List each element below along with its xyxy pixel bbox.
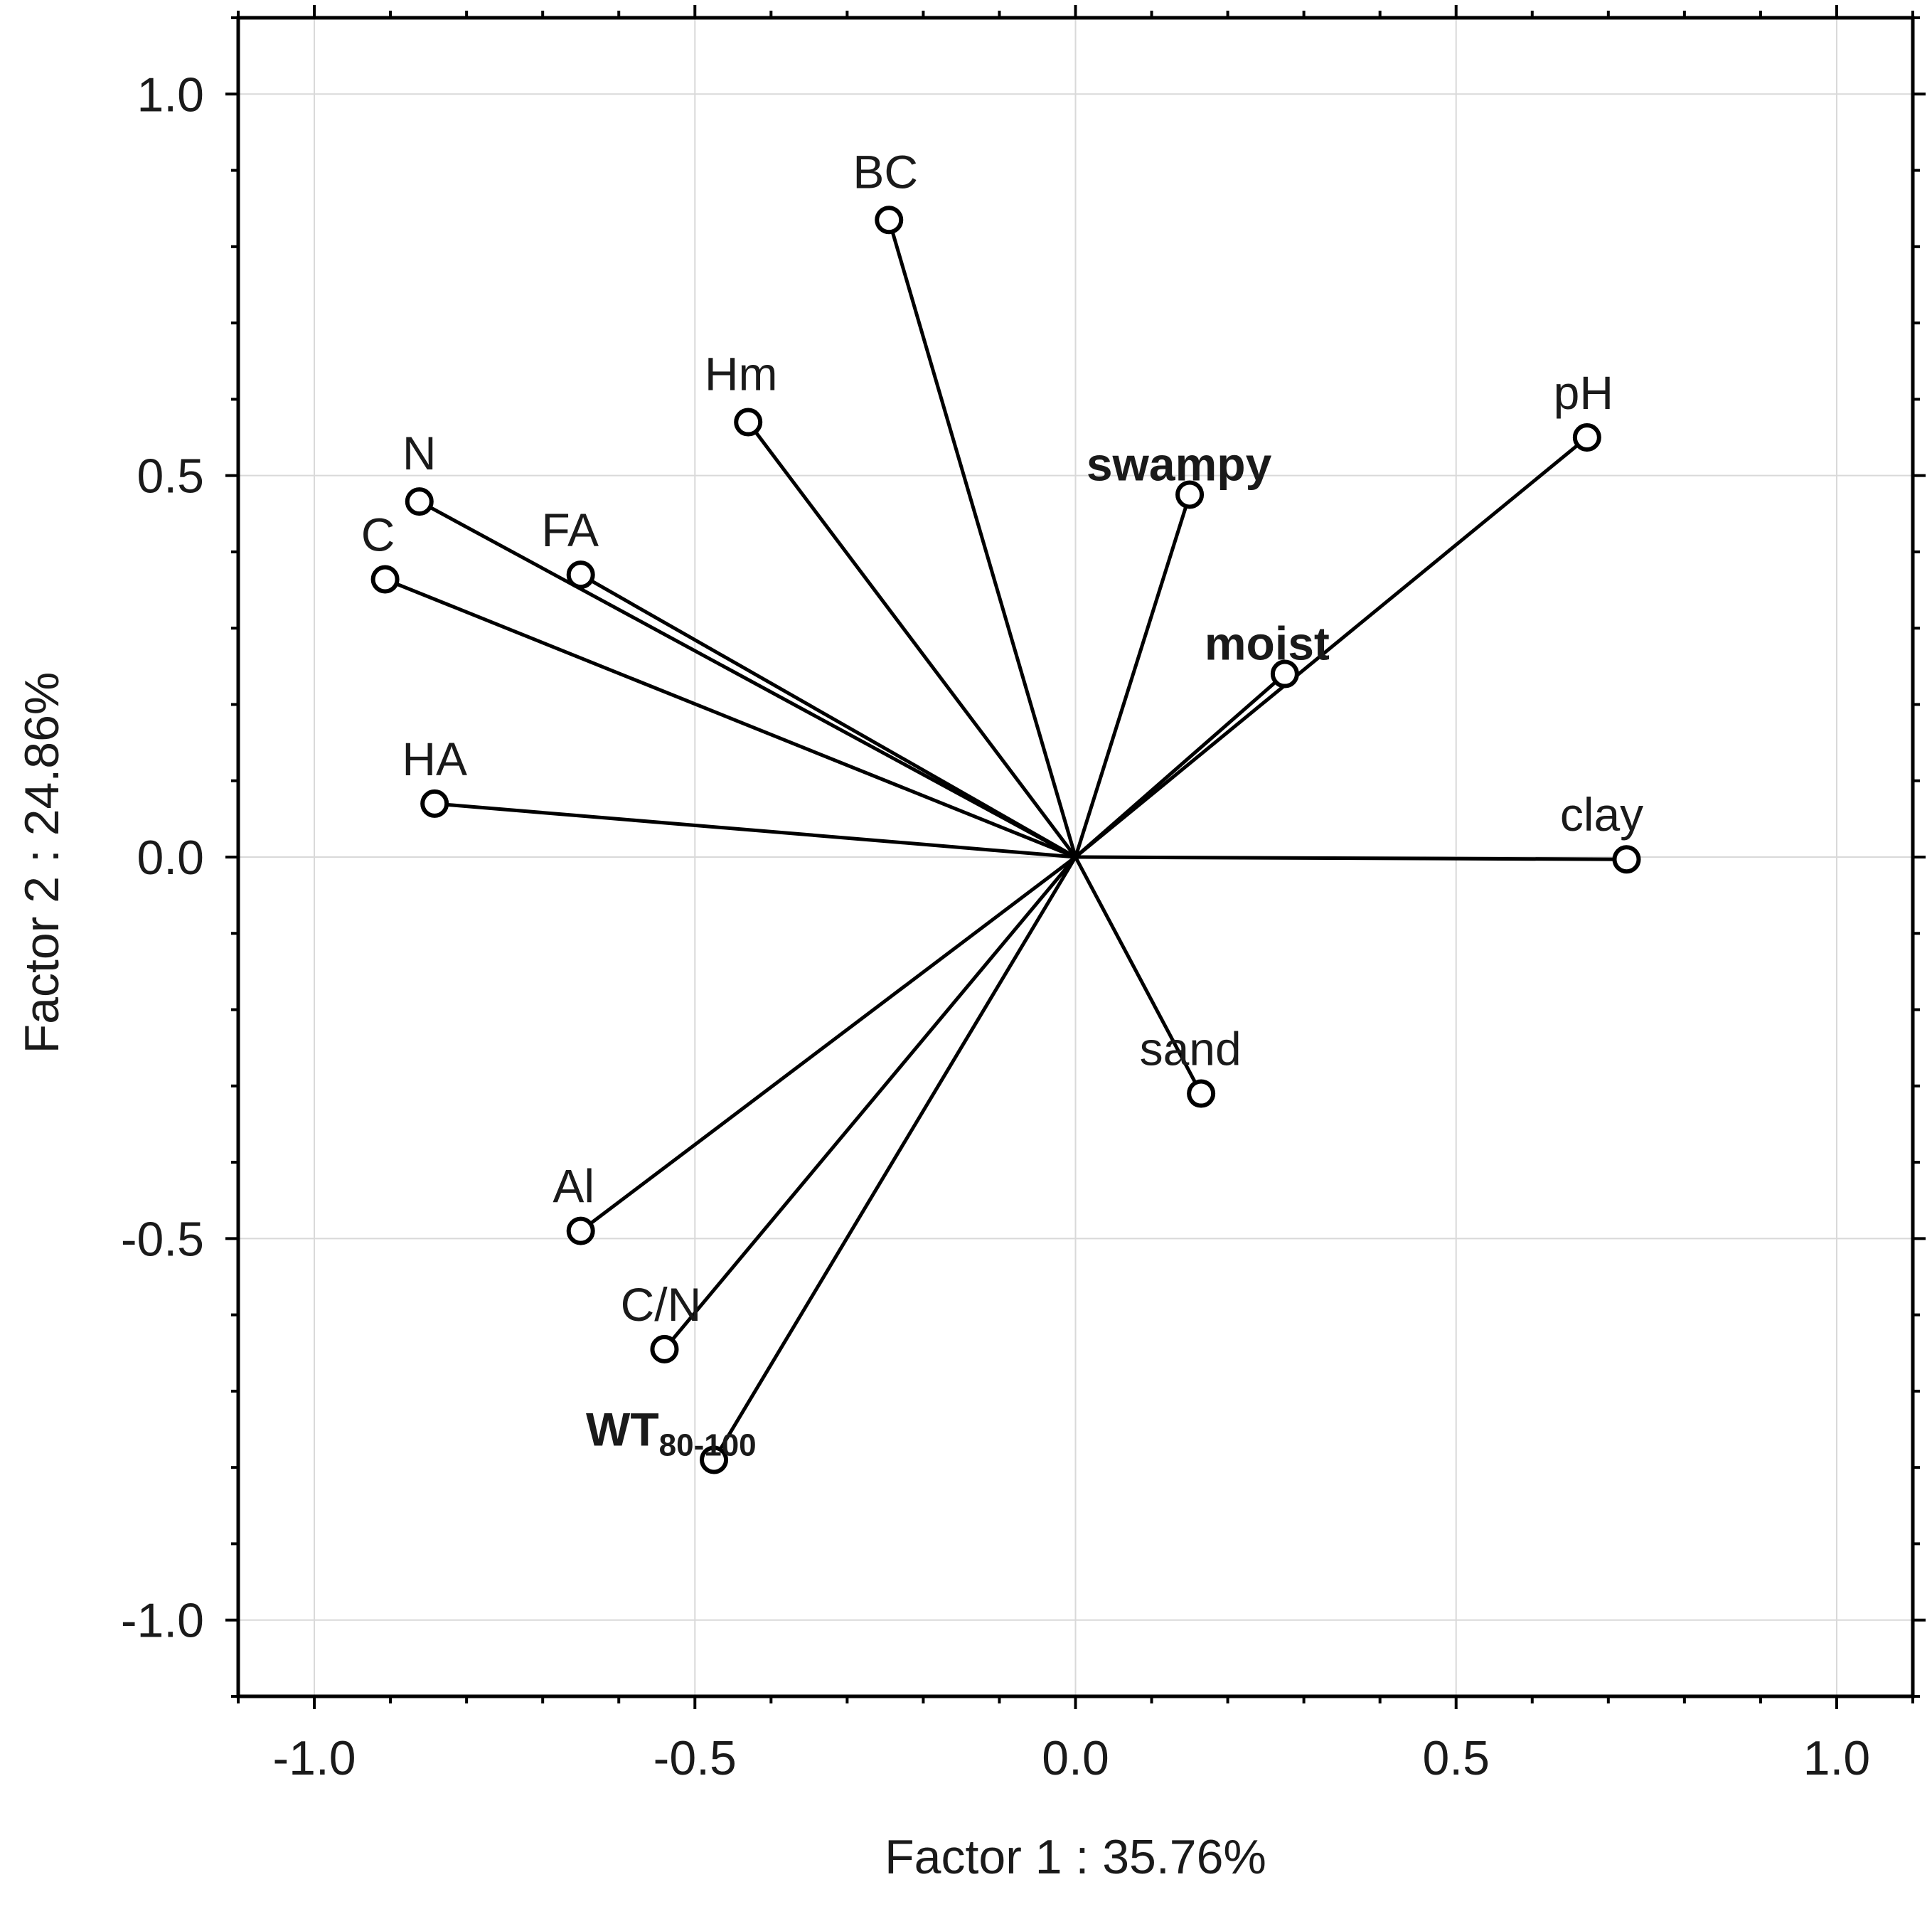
y-tick-label: 0.0 (137, 831, 204, 885)
label-al: Al (553, 1160, 594, 1213)
y-tick-label: 0.5 (137, 450, 204, 504)
vector-bc (887, 218, 1077, 859)
x-axis-title: Factor 1 : 35.76% (885, 1830, 1266, 1884)
vector-ph (1074, 435, 1589, 859)
point-wt (700, 1445, 729, 1474)
label-fa: FA (541, 504, 599, 556)
label-wt: WT80-100 (586, 1403, 757, 1462)
point-c (370, 565, 400, 594)
x-tick-label: 0.0 (1042, 1731, 1109, 1785)
label-cn: C/N (621, 1278, 702, 1331)
y-tick-label: 1.0 (137, 68, 204, 122)
point-bc (875, 206, 904, 235)
point-hm (734, 408, 763, 437)
point-labels: BC Hm NC FA HA swampy moist pH clay sand Al C/N WT80… (361, 145, 1643, 1462)
y-axis-title: Factor 2 : 24.86% (15, 672, 69, 1054)
x-tick-label: 1.0 (1803, 1731, 1871, 1785)
point-ph (1572, 423, 1601, 452)
point-swampy (1175, 480, 1205, 509)
label-sand: sand (1140, 1023, 1242, 1075)
label-c: C (361, 509, 395, 561)
grid-lines (238, 18, 1913, 1696)
point-moist (1270, 659, 1299, 688)
vector-cn (662, 855, 1077, 1351)
point-fa (566, 560, 595, 590)
vector-fa (579, 573, 1077, 859)
y-tick-label: -0.5 (121, 1212, 204, 1266)
label-ph: pH (1554, 366, 1613, 419)
vector-n (417, 499, 1077, 859)
label-clay: clay (1560, 788, 1643, 841)
y-tick-labels: -1.0 -0.5 0.0 0.5 1.0 (121, 68, 204, 1647)
vector-al (579, 855, 1077, 1233)
vector-c (383, 578, 1077, 859)
vector-sand (1074, 855, 1203, 1096)
point-sand (1187, 1079, 1216, 1108)
vector-wt (712, 855, 1077, 1462)
vector-ha (432, 802, 1077, 859)
point-n (405, 487, 434, 516)
axis-ticks (225, 5, 1926, 1709)
label-ha: HA (402, 733, 467, 785)
label-hm: Hm (705, 348, 778, 400)
label-moist: moist (1205, 617, 1330, 670)
label-bc: BC (853, 145, 918, 198)
loading-vectors (383, 218, 1629, 1462)
loading-points (370, 206, 1641, 1474)
y-tick-label: -1.0 (121, 1594, 204, 1648)
point-cn (650, 1334, 679, 1363)
point-clay (1612, 845, 1641, 874)
vector-clay (1074, 855, 1629, 861)
x-tick-label: -0.5 (653, 1731, 737, 1785)
x-tick-label: -1.0 (272, 1731, 356, 1785)
x-tick-labels: -1.0 -0.5 0.0 0.5 1.0 (272, 1731, 1870, 1785)
vector-swampy (1074, 492, 1192, 859)
x-tick-label: 0.5 (1422, 1731, 1490, 1785)
point-al (566, 1216, 595, 1245)
label-swampy: swampy (1087, 437, 1272, 490)
label-n: N (402, 427, 437, 479)
point-ha (420, 789, 449, 818)
vector-hm (746, 420, 1077, 859)
